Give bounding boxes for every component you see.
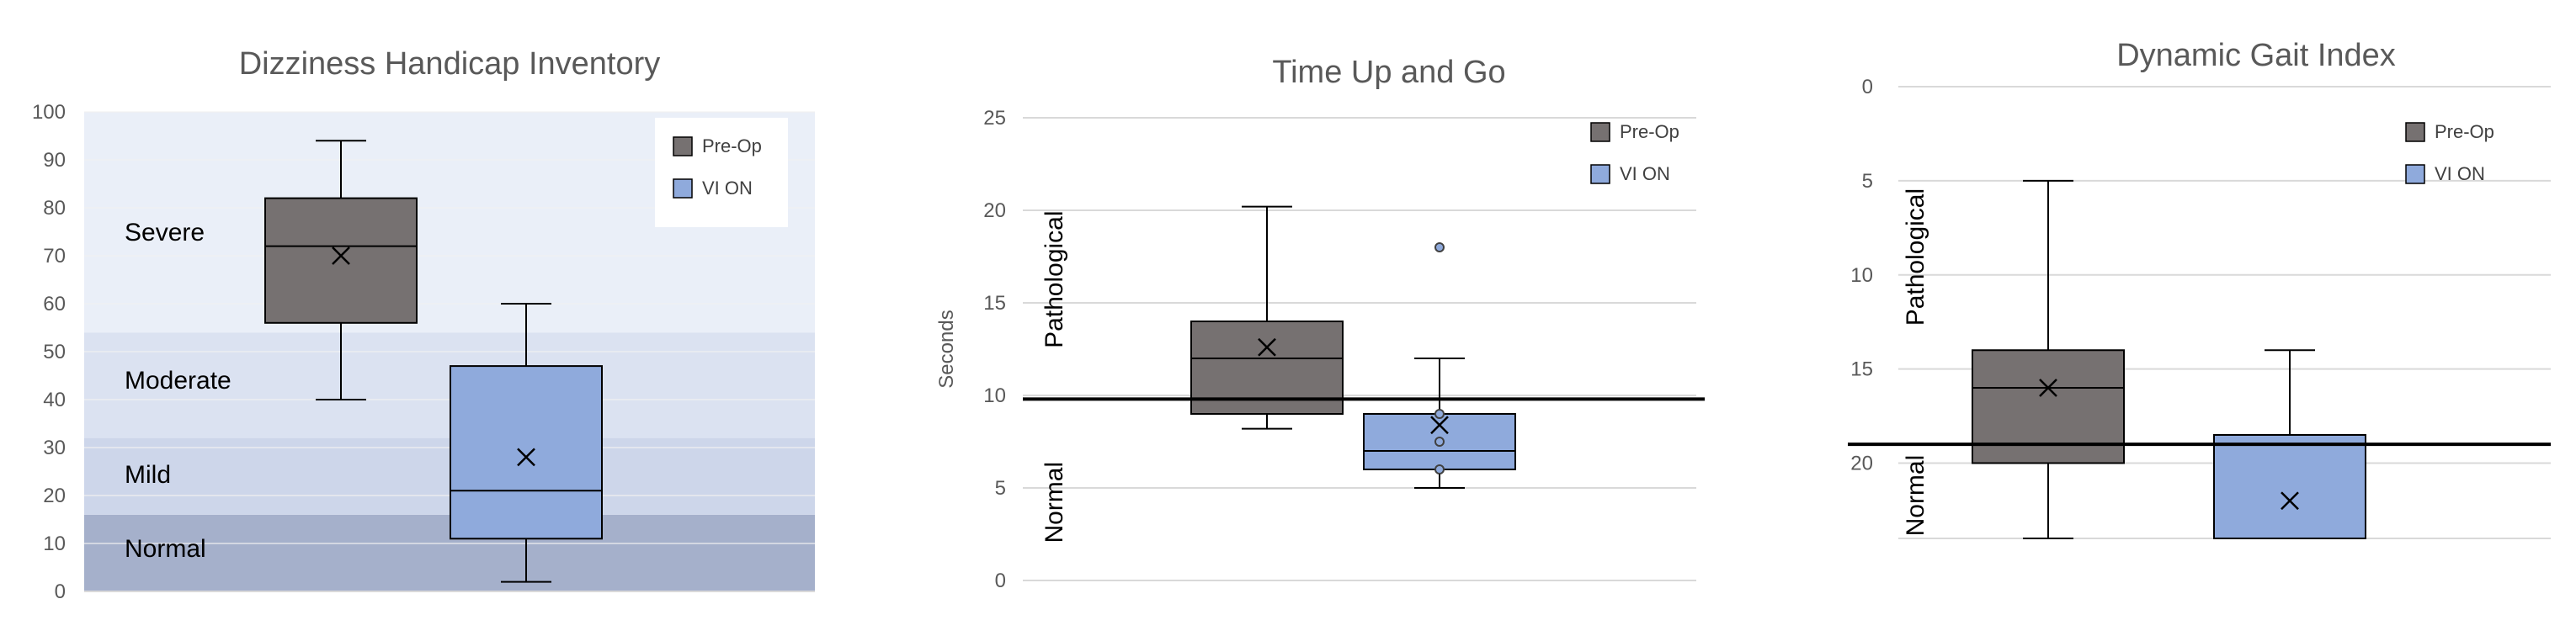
y-tick-label: 60 [43,293,66,315]
iqr-box [264,197,418,324]
iqr-box [2213,433,2366,539]
mean-marker [2281,491,2299,511]
box-pre-op [1972,179,2125,539]
outlier-point [1434,409,1445,419]
region-label-pathological: Pathological [1902,188,1929,326]
box-vi-on [450,303,603,583]
y-tick-label: 50 [43,341,66,363]
y-tick-label: 70 [43,245,66,268]
iqr-box [1972,349,2125,464]
chart-1: Dizziness Handicap Inventory 0 10 20 30 40 50 6… [32,46,815,603]
y-tick-label: 15 [983,292,1006,315]
chart-2: Time Up and Go 0 5 10 15 20 25 Seconds Pathologi… [935,55,1705,592]
legend-swatch [673,178,693,199]
legend-background [655,118,788,227]
iqr-box [1363,413,1516,470]
legend-label: Pre-Op [2435,121,2494,142]
y-tick-label: 100 [32,101,66,124]
region-label-normal: Normal [1041,462,1068,543]
box-pre-op [1190,205,1344,430]
y-tick-label: 5 [995,477,1006,500]
y-tick-label: 0 [995,570,1006,592]
legend: Pre-Op VI ON [655,118,788,227]
outlier-point [1434,242,1445,252]
iqr-box [450,365,603,540]
band-label: Normal [125,535,206,563]
box-vi-on [1363,242,1516,489]
y-tick-label: 20 [983,199,1006,222]
chart-title: Dynamic Gait Index [2116,38,2396,73]
legend-swatch [2405,122,2425,142]
outlier-point [1434,437,1445,447]
legend-label: VI ON [1620,163,1670,184]
mean-marker [2039,379,2057,397]
region-label-pathological: Pathological [1041,210,1068,347]
y-tick-label: 10 [1850,264,1873,287]
y-tick-label: 10 [983,384,1006,407]
box-pre-op [264,140,418,400]
y-axis-label: Seconds [935,310,958,388]
box-vi-on [2213,349,2366,539]
chart-3: Dynamic Gait Index 0 5 10 15 20 Pathological No… [1848,38,2551,539]
outlier-point [1434,464,1445,474]
y-tick-label: 5 [1862,170,1873,193]
band-label: Moderate [125,367,232,395]
y-tick-label: 10 [43,533,66,555]
legend-label: Pre-Op [702,135,762,156]
y-tick-label: 80 [43,197,66,220]
y-tick-label: 90 [43,149,66,172]
legend: Pre-Op VI ON [1590,121,1679,184]
y-tick-label: 20 [1850,453,1873,475]
y-tick-label: 25 [983,107,1006,130]
legend: Pre-Op VI ON [2405,121,2494,184]
legend-label: Pre-Op [1620,121,1679,142]
legend-swatch [1590,164,1610,184]
y-tick-label: 0 [55,580,66,603]
legend-label: VI ON [2435,163,2485,184]
legend-swatch [1590,122,1610,142]
mean-marker [1258,337,1276,357]
chart-title: Time Up and Go [1272,55,1505,90]
band-label: Mild [125,461,171,489]
y-tick-label: 0 [1862,76,1873,98]
legend-swatch [673,136,693,156]
legend-label: VI ON [702,178,753,199]
mean-marker [1430,416,1449,435]
legend-swatch [2405,164,2425,184]
chart-title: Dizziness Handicap Inventory [239,46,661,82]
y-tick-label: 15 [1850,358,1873,381]
mean-marker [332,246,350,265]
y-tick-label: 20 [43,485,66,507]
band-label: Severe [125,219,205,246]
region-label-normal: Normal [1902,455,1929,537]
mean-marker [517,448,535,467]
y-tick-label: 30 [43,437,66,459]
y-tick-label: 40 [43,389,66,411]
